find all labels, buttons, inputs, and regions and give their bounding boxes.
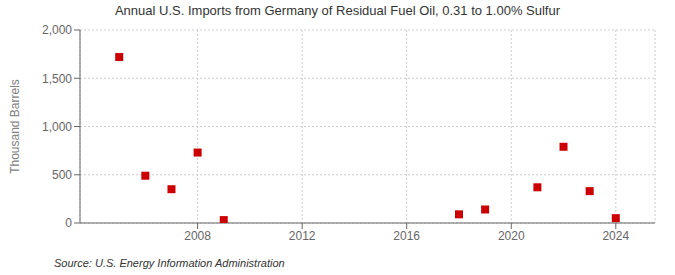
svg-text:2008: 2008 bbox=[184, 229, 211, 243]
svg-text:2,000: 2,000 bbox=[42, 23, 72, 37]
svg-text:1,000: 1,000 bbox=[42, 120, 72, 134]
svg-text:500: 500 bbox=[52, 168, 72, 182]
svg-text:1,500: 1,500 bbox=[42, 72, 72, 86]
svg-text:0: 0 bbox=[65, 216, 72, 230]
svg-text:2012: 2012 bbox=[289, 229, 316, 243]
html-text:Annual U.S. Imports from Germa: Annual U.S. Imports from Germany of Resi… bbox=[115, 3, 560, 18]
svg-text:2020: 2020 bbox=[498, 229, 525, 243]
svg-text:Thousand Barrels: Thousand Barrels bbox=[8, 79, 22, 174]
svg-text:2024: 2024 bbox=[602, 229, 629, 243]
svg-text:2016: 2016 bbox=[393, 229, 420, 243]
html-text:Source: U.S. Energy Informatio: Source: U.S. Energy Information Administ… bbox=[54, 257, 285, 269]
